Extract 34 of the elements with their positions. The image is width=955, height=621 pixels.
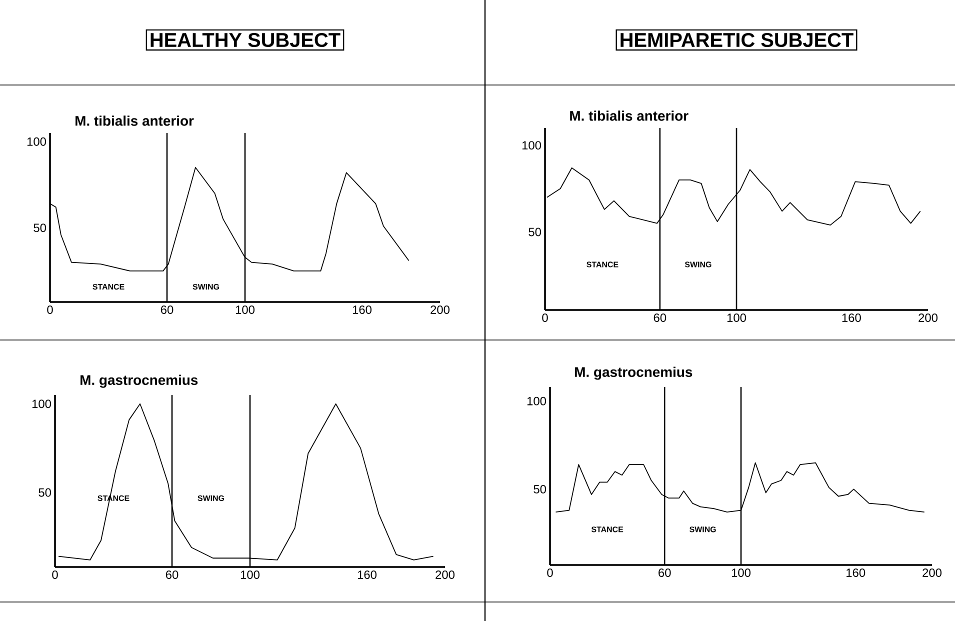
x-tick-label: 0: [52, 570, 58, 579]
y-tick-label: 100: [27, 137, 46, 146]
y-tick-label: 100: [522, 141, 542, 150]
chart-title: HEALTHY SUBJECT: [150, 32, 340, 48]
chart-title: M. gastrocnemius: [80, 374, 198, 388]
x-tick-label: 100: [727, 314, 746, 322]
x-tick-label: 60: [654, 314, 666, 322]
y-tick-label: 100: [527, 396, 546, 406]
x-tick-label: 160: [358, 570, 377, 579]
y-tick-label: 50: [528, 228, 542, 236]
x-tick-label: 0: [547, 568, 553, 577]
x-tick-label: 200: [436, 570, 455, 579]
x-tick-label: 160: [352, 306, 372, 314]
y-tick-label: 50: [38, 488, 52, 497]
x-tick-label: 200: [922, 568, 942, 577]
y-tick-label: 100: [32, 400, 52, 408]
x-tick-label: 60: [160, 306, 174, 314]
chart-subtitle: M. tibialis anterior: [76, 116, 194, 126]
y-tick-label: 50: [534, 484, 546, 494]
x-tick-label: 0: [47, 306, 53, 314]
chart-subtitle: M. tibialis anterior: [570, 110, 688, 121]
x-tick-label: 0: [542, 314, 548, 322]
x-tick-label: 200: [918, 314, 938, 322]
y-tick-label: 50: [34, 224, 46, 232]
x-tick-label: 160: [842, 314, 861, 322]
x-tick-label: 200: [430, 306, 450, 314]
x-tick-label: 100: [732, 568, 751, 577]
x-tick-label: 100: [240, 570, 260, 579]
x-tick-label: 60: [166, 570, 178, 579]
chart-title: HEMIPARETIC SUBJECT: [620, 32, 854, 48]
x-tick-label: 100: [236, 306, 255, 314]
x-tick-label: 60: [658, 568, 671, 577]
x-tick-label: 160: [846, 568, 866, 577]
chart-title: M. gastrocnemius: [575, 366, 692, 380]
